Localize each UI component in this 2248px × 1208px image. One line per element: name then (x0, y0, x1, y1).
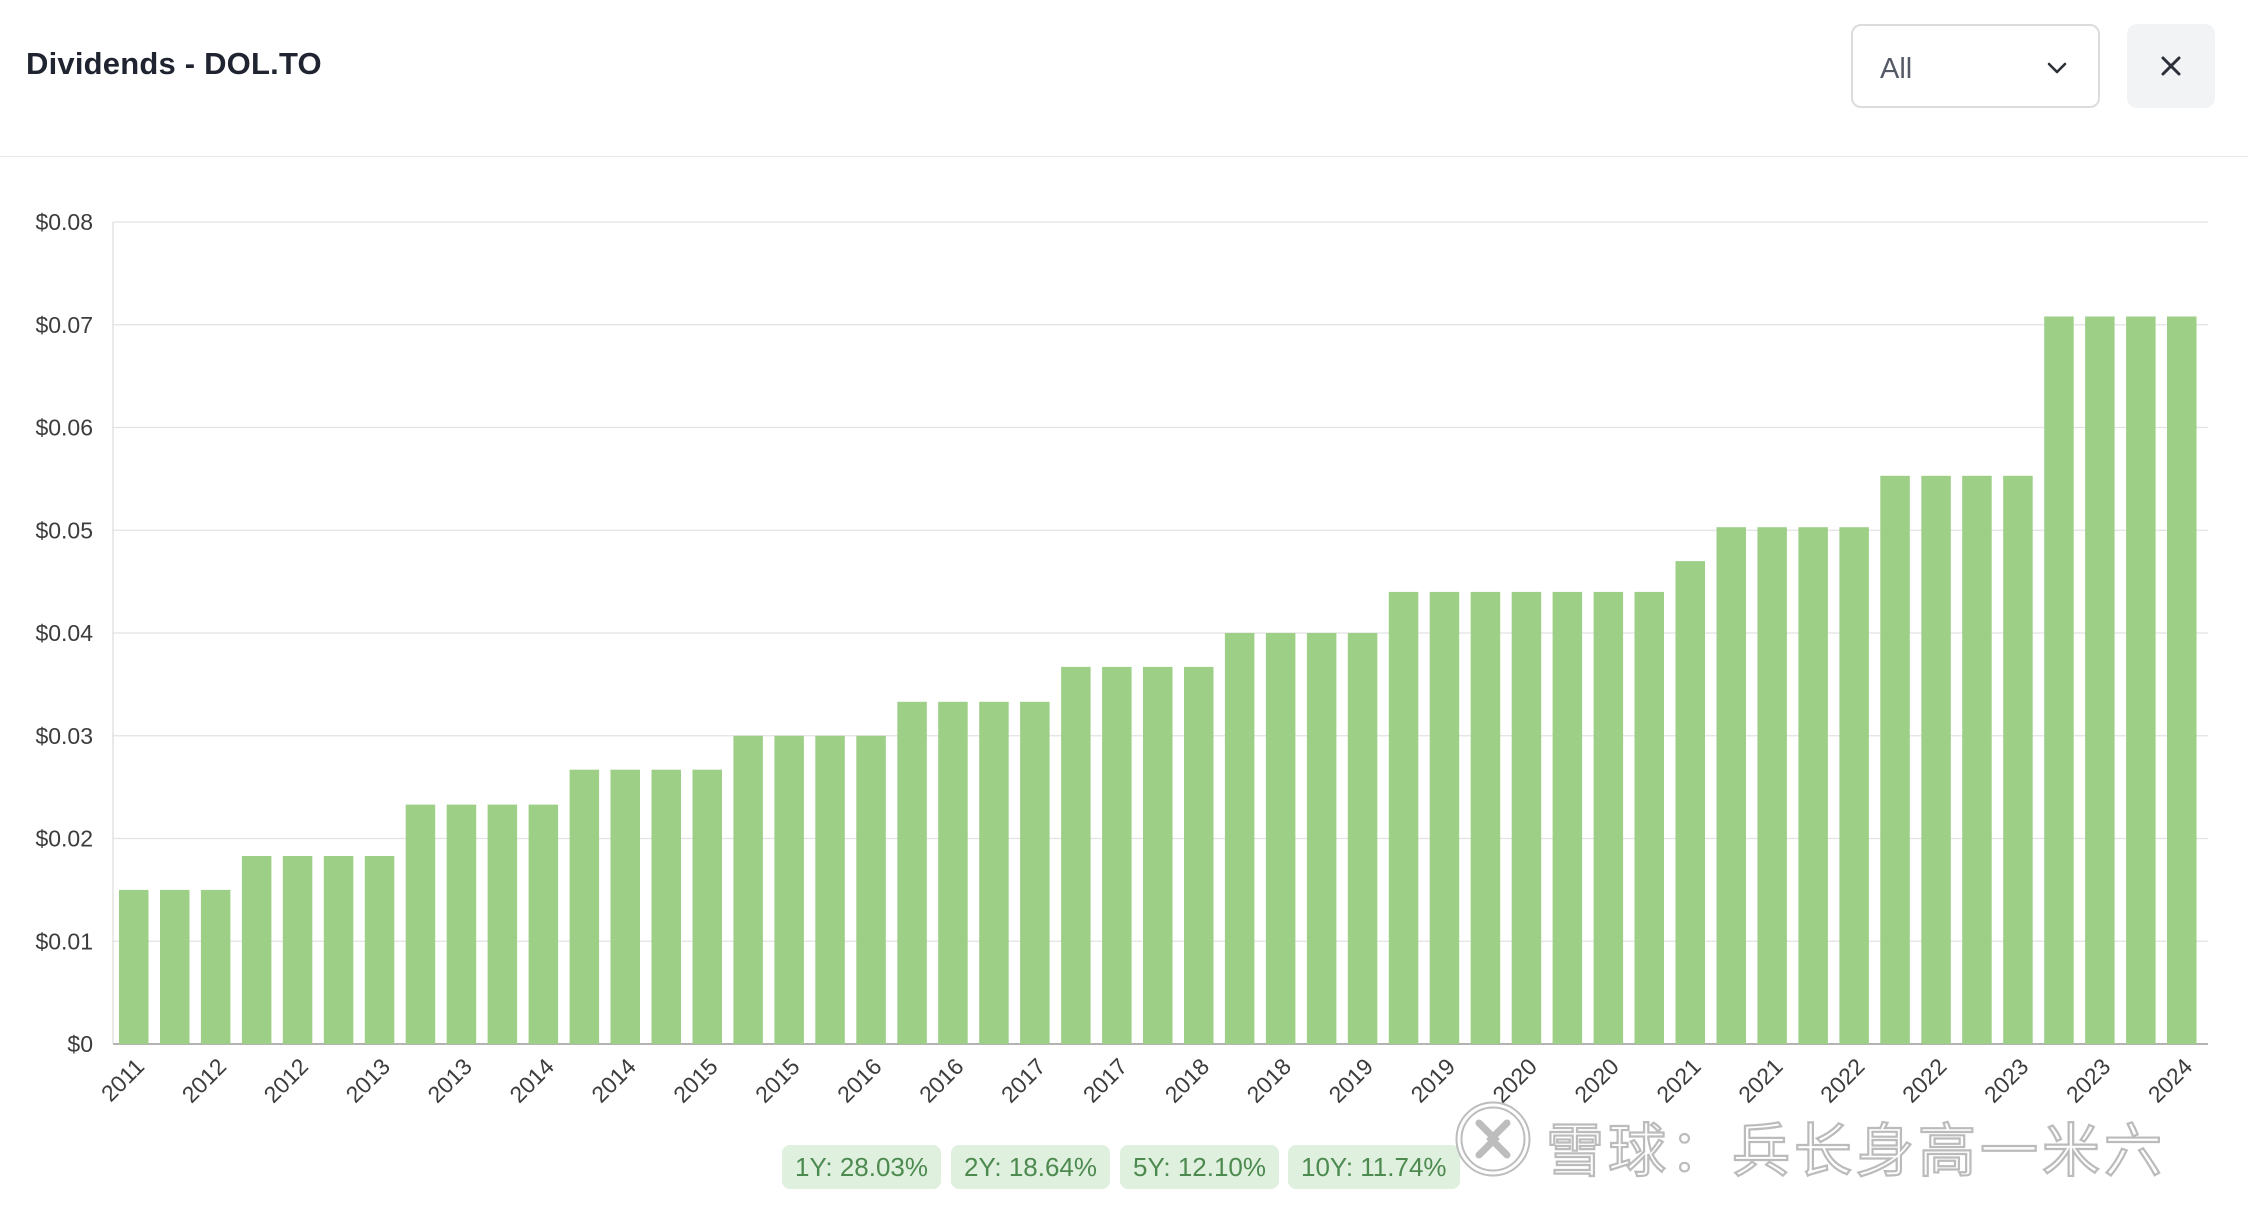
page-title: Dividends - DOL.TO (26, 46, 322, 81)
bar[interactable] (1921, 475, 1951, 1044)
bar[interactable] (692, 769, 723, 1044)
bar[interactable] (651, 769, 682, 1044)
bar[interactable] (405, 804, 436, 1044)
bar[interactable] (815, 735, 845, 1045)
x-tick-label: 2015 (668, 1053, 723, 1108)
bar[interactable] (323, 856, 354, 1044)
x-tick-label: 2014 (504, 1053, 559, 1108)
x-tick-label: 2017 (1078, 1053, 1133, 1108)
dialog-header: Dividends - DOL.TO All (0, 0, 2248, 157)
y-tick-label: $0.04 (35, 620, 93, 646)
x-tick-label: 2013 (340, 1053, 395, 1108)
y-tick-label: $0.02 (35, 826, 93, 852)
x-tick-label: 2017 (996, 1053, 1051, 1108)
bar[interactable] (1716, 527, 1747, 1044)
watermark-text: 雪球：兵长身高一米六 (1545, 1116, 2167, 1186)
bar[interactable] (2167, 316, 2197, 1045)
bar[interactable] (1184, 666, 1214, 1044)
x-tick-label: 2018 (1160, 1053, 1215, 1108)
x-tick-label: 2016 (832, 1053, 887, 1108)
bar[interactable] (1061, 666, 1091, 1044)
y-tick-label: $0.03 (35, 723, 93, 749)
bar[interactable] (1634, 591, 1665, 1044)
y-tick-label: $0.06 (35, 415, 93, 441)
bar[interactable] (1675, 561, 1706, 1044)
bar[interactable] (364, 856, 395, 1044)
bar[interactable] (1429, 591, 1460, 1044)
x-tick-label: 2014 (586, 1053, 641, 1108)
bar[interactable] (733, 735, 763, 1045)
bar[interactable] (200, 889, 231, 1044)
xueqiu-logo-icon (1455, 1101, 1531, 1177)
y-tick-label: $0.05 (35, 517, 93, 543)
bar[interactable] (610, 769, 641, 1044)
bar[interactable] (1470, 591, 1501, 1044)
x-tick-label: 2012 (259, 1053, 314, 1108)
growth-badge-5y: 5Y: 12.10% (1120, 1145, 1279, 1189)
period-select-value: All (1880, 53, 1913, 85)
x-tick-label: 2015 (750, 1053, 805, 1108)
bar[interactable] (569, 769, 600, 1044)
bar[interactable] (1306, 633, 1337, 1044)
bar[interactable] (487, 804, 518, 1044)
bar[interactable] (1757, 527, 1787, 1044)
x-tick-label: 2019 (1324, 1053, 1379, 1108)
bar[interactable] (282, 856, 313, 1044)
close-icon (2161, 56, 2181, 76)
y-axis-ticks: $0 $0.01 $0.02 $0.03 $0.04 $0.05 $0.06 $0.07 $0.… (35, 209, 93, 1057)
bar[interactable] (774, 735, 804, 1045)
bar[interactable] (1962, 475, 1992, 1044)
bar[interactable] (160, 889, 190, 1044)
growth-badge-2y: 2Y: 18.64% (951, 1145, 1110, 1189)
bar[interactable] (1143, 666, 1173, 1044)
y-tick-label: $0.01 (35, 928, 93, 954)
bar[interactable] (2044, 316, 2074, 1045)
x-tick-label: 2016 (914, 1053, 969, 1108)
bar[interactable] (897, 701, 927, 1044)
bar[interactable] (1593, 591, 1624, 1044)
bar[interactable] (446, 804, 477, 1044)
bar[interactable] (1347, 633, 1378, 1044)
bar[interactable] (938, 701, 968, 1044)
bar[interactable] (1798, 527, 1828, 1044)
period-select[interactable]: All (1851, 24, 2100, 108)
x-tick-label: 2012 (177, 1053, 232, 1108)
growth-badge-10y: 10Y: 11.74% (1288, 1145, 1460, 1189)
bar[interactable] (856, 735, 886, 1045)
bar[interactable] (119, 889, 149, 1044)
growth-badge-1y: 1Y: 28.03% (782, 1145, 941, 1189)
chevron-down-icon (2047, 62, 2067, 74)
y-tick-label: $0 (67, 1031, 93, 1057)
y-tick-label: $0.08 (35, 209, 93, 235)
bar[interactable] (2085, 316, 2115, 1045)
bar[interactable] (1388, 591, 1419, 1044)
x-tick-label: 2011 (96, 1053, 149, 1106)
bar[interactable] (2126, 316, 2156, 1045)
x-tick-label: 2013 (422, 1053, 477, 1108)
bar[interactable] (528, 804, 559, 1044)
bar[interactable] (241, 856, 272, 1044)
bar[interactable] (1880, 475, 1910, 1044)
bar[interactable] (1102, 666, 1132, 1044)
bar[interactable] (1511, 591, 1542, 1044)
bar-series (119, 316, 2197, 1045)
bar[interactable] (1020, 701, 1050, 1044)
x-tick-label: 2018 (1242, 1053, 1297, 1108)
close-button[interactable] (2127, 24, 2215, 108)
bar[interactable] (1265, 633, 1296, 1044)
watermark: 雪球：兵长身高一米六 (1452, 1098, 2187, 1186)
bar[interactable] (979, 701, 1009, 1044)
bar[interactable] (2003, 475, 2033, 1044)
y-tick-label: $0.07 (35, 312, 93, 338)
bar[interactable] (1839, 527, 1869, 1044)
dividend-bar-chart: $0 $0.01 $0.02 $0.03 $0.04 $0.05 $0.06 $0.07 $0.… (35, 209, 2208, 1108)
bar[interactable] (1224, 633, 1255, 1044)
bar[interactable] (1552, 591, 1583, 1044)
